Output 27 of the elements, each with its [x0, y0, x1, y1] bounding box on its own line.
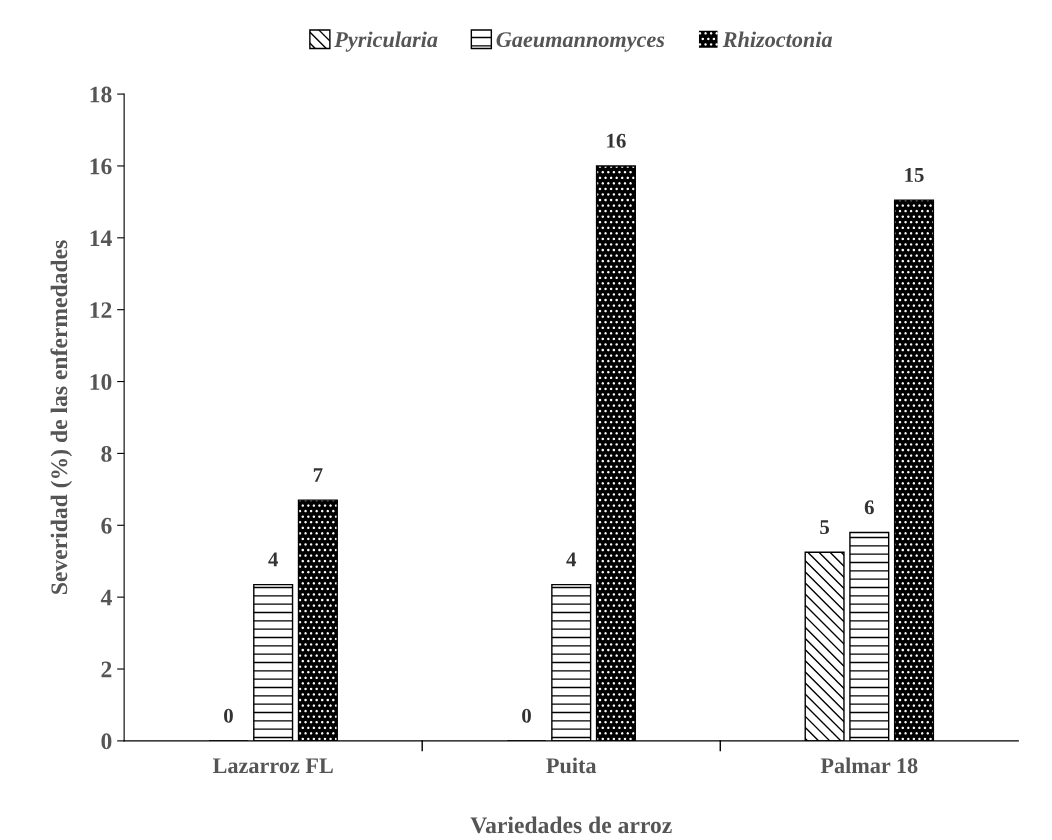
y-tick-label: 8 — [101, 445, 112, 462]
data-label: 16 — [607, 133, 626, 148]
data-label: 15 — [905, 168, 924, 182]
y-tick-label: 0 — [101, 733, 112, 750]
data-label: 6 — [864, 500, 874, 515]
data-label: 0 — [522, 708, 531, 723]
x-axis-title: Variedades de arroz — [470, 816, 672, 834]
data-label: 4 — [566, 552, 577, 567]
y-tick-label: 14 — [90, 230, 112, 247]
legend-label: Gaeumannomyces — [496, 32, 665, 52]
y-tick-label: 18 — [90, 86, 112, 103]
y-tick-label: 12 — [90, 302, 112, 318]
y-tick-label: 4 — [100, 589, 112, 606]
y-tick-label: 2 — [101, 661, 112, 678]
y-tick-label: 10 — [90, 374, 112, 390]
y-tick-label: 6 — [101, 517, 112, 534]
data-label: 5 — [820, 520, 830, 535]
x-tick-label: Lazarroz FL — [212, 758, 333, 774]
data-label: 0 — [224, 708, 233, 723]
legend-label: Pyricularia — [334, 31, 438, 52]
y-tick-label: 16 — [90, 158, 112, 175]
data-label: 7 — [313, 468, 323, 482]
x-tick-label: Palmar 18 — [820, 757, 918, 774]
legend-label: Rhizoctonia — [722, 31, 833, 48]
data-label: 4 — [268, 552, 278, 567]
x-tick-label: Puita — [546, 757, 597, 774]
y-axis-title: Severidad (%) de las enfermedades — [50, 240, 73, 594]
